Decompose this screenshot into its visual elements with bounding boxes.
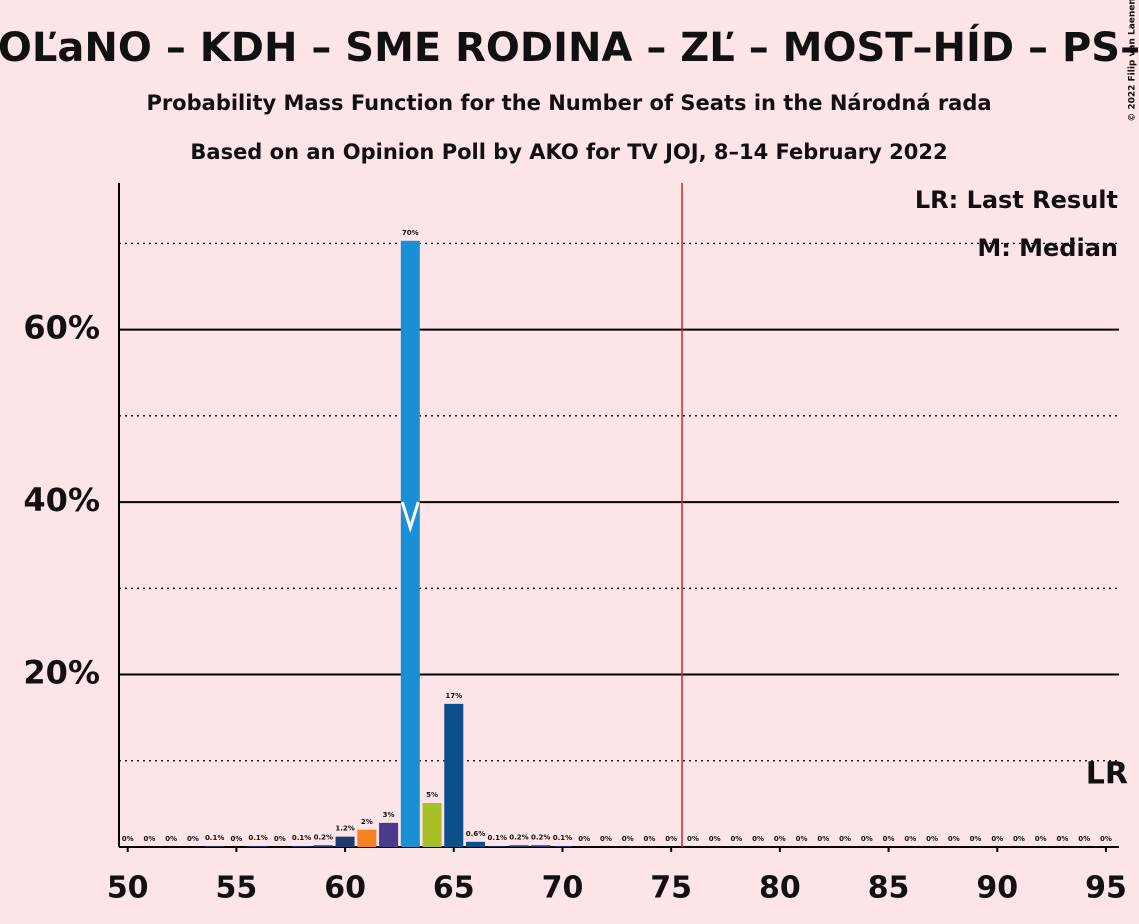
x-tick-label: 60 [324,871,366,906]
value-label: 0.1% [248,834,267,842]
x-tick-label: 95 [1085,871,1127,906]
value-label: 0.1% [292,834,311,842]
value-label: 5% [426,791,438,799]
bar [379,822,399,847]
value-label: 0% [730,835,742,843]
value-label: 0% [1035,835,1047,843]
legend-entry: M: Median [977,234,1118,262]
chart-subtitle: Probability Mass Function for the Number… [146,91,991,115]
value-label: 0.1% [488,834,507,842]
bar [422,803,442,847]
y-tick-label: 40% [23,481,100,519]
value-label: 0% [926,835,938,843]
value-label: 0% [143,835,155,843]
value-label: 0% [970,835,982,843]
y-tick-label: 20% [23,654,100,692]
x-tick-label: 50 [107,871,149,906]
x-tick-label: 85 [868,871,910,906]
value-label: 70% [402,229,419,237]
value-label: 0% [1100,835,1112,843]
value-label: 0% [622,835,634,843]
x-tick-label: 90 [976,871,1018,906]
value-label: 0% [774,835,786,843]
value-label: 0% [1057,835,1069,843]
value-label: 1.2% [335,825,354,833]
value-label: 0% [817,835,829,843]
value-label: 0% [578,835,590,843]
value-label: 0.6% [466,830,485,838]
value-label: 0% [752,835,764,843]
value-label: 0.2% [314,833,333,841]
y-tick-label: 60% [23,309,100,347]
x-tick-label: 55 [216,871,258,906]
value-label: 0% [991,835,1003,843]
bar [487,846,507,847]
bar [292,846,312,847]
bar [444,703,464,847]
value-label: 0% [796,835,808,843]
legend-entry: LR: Last Result [915,186,1118,214]
value-label: 0% [1078,835,1090,843]
value-label: 0% [1013,835,1025,843]
x-tick-label: 70 [542,871,584,906]
x-tick-label: 80 [759,871,801,906]
bar [400,240,420,848]
x-tick-label: 65 [433,871,475,906]
value-label: 0% [230,835,242,843]
chart-subtitle: Based on an Opinion Poll by AKO for TV J… [190,140,947,164]
bar [335,836,355,847]
value-label: 0% [861,835,873,843]
value-label: 0% [709,835,721,843]
bar [313,845,333,847]
value-label: 0.1% [205,834,224,842]
value-label: 0% [187,835,199,843]
value-label: 17% [445,692,462,700]
value-label: 0.1% [553,834,572,842]
value-label: 0% [643,835,655,843]
bar [531,845,551,847]
value-label: 0% [687,835,699,843]
median-marker [400,501,420,534]
value-label: 0% [883,835,895,843]
bar [552,846,572,847]
last-result-label: LR [1086,757,1128,792]
value-label: 0% [122,835,134,843]
value-label: 0.2% [509,833,528,841]
value-label: 0% [600,835,612,843]
value-label: 0.2% [531,833,550,841]
bar [509,845,529,847]
value-label: 0% [839,835,851,843]
bar [248,846,268,847]
bar [466,841,486,847]
value-label: 3% [383,811,395,819]
bar [205,846,225,847]
value-label: 0% [948,835,960,843]
chart-title: OĽaNO – KDH – SME RODINA – ZĽ – MOST–HÍD… [0,23,1139,71]
x-tick-label: 75 [650,871,692,906]
value-label: 0% [165,835,177,843]
value-label: 2% [361,818,373,826]
copyright: © 2022 Filip van Laenen [1128,0,1138,122]
value-label: 0% [274,835,286,843]
value-label: 0% [665,835,677,843]
bar [357,829,377,847]
value-label: 0% [904,835,916,843]
